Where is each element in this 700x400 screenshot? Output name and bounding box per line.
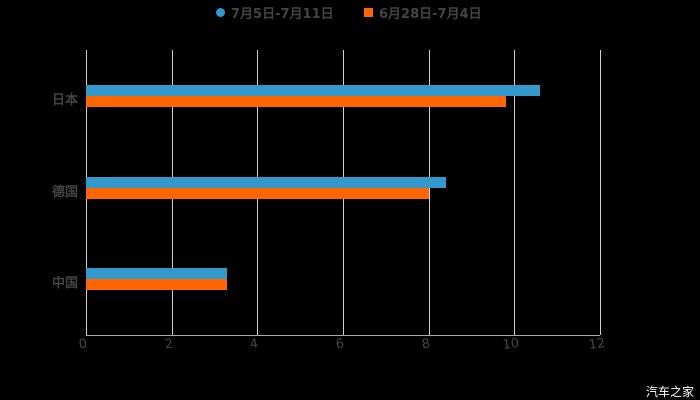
legend-circle-icon	[216, 8, 225, 17]
bar[interactable]	[86, 177, 446, 188]
y-category-label: 中国	[51, 276, 78, 291]
x-tick-label: 0	[77, 336, 89, 353]
x-tick-label: 6	[334, 336, 346, 353]
legend-label: 7月5日-7月11日	[231, 7, 334, 22]
bar[interactable]	[86, 85, 540, 96]
bar[interactable]	[86, 279, 227, 290]
watermark: 汽车之家	[645, 385, 694, 399]
gridline	[429, 50, 430, 335]
bar[interactable]	[86, 96, 506, 107]
bar[interactable]	[86, 268, 227, 279]
legend-label: 6月28日-7月4日	[379, 7, 482, 22]
bar[interactable]	[86, 188, 429, 199]
x-tick-label: 8	[420, 336, 432, 353]
gridline	[600, 50, 601, 335]
chart-legend: 7月5日-7月11日 6月28日-7月4日	[0, 3, 700, 23]
x-tick-label: 12	[587, 335, 607, 354]
y-category-label: 德国	[51, 185, 78, 200]
x-tick-label: 4	[248, 336, 260, 353]
gridline	[514, 50, 515, 335]
legend-item-series-2[interactable]: 6月28日-7月4日	[364, 3, 482, 22]
x-axis-line	[86, 335, 600, 336]
x-tick-label: 2	[163, 336, 175, 353]
y-category-label: 日本	[51, 93, 78, 108]
legend-square-icon	[364, 8, 373, 17]
x-tick-label: 10	[501, 335, 521, 354]
legend-item-series-1[interactable]: 7月5日-7月11日	[216, 3, 334, 22]
